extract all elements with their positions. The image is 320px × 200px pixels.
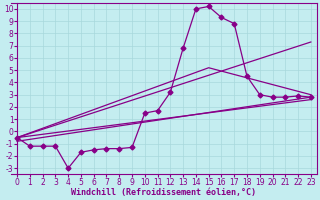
X-axis label: Windchill (Refroidissement éolien,°C): Windchill (Refroidissement éolien,°C) [71, 188, 256, 197]
